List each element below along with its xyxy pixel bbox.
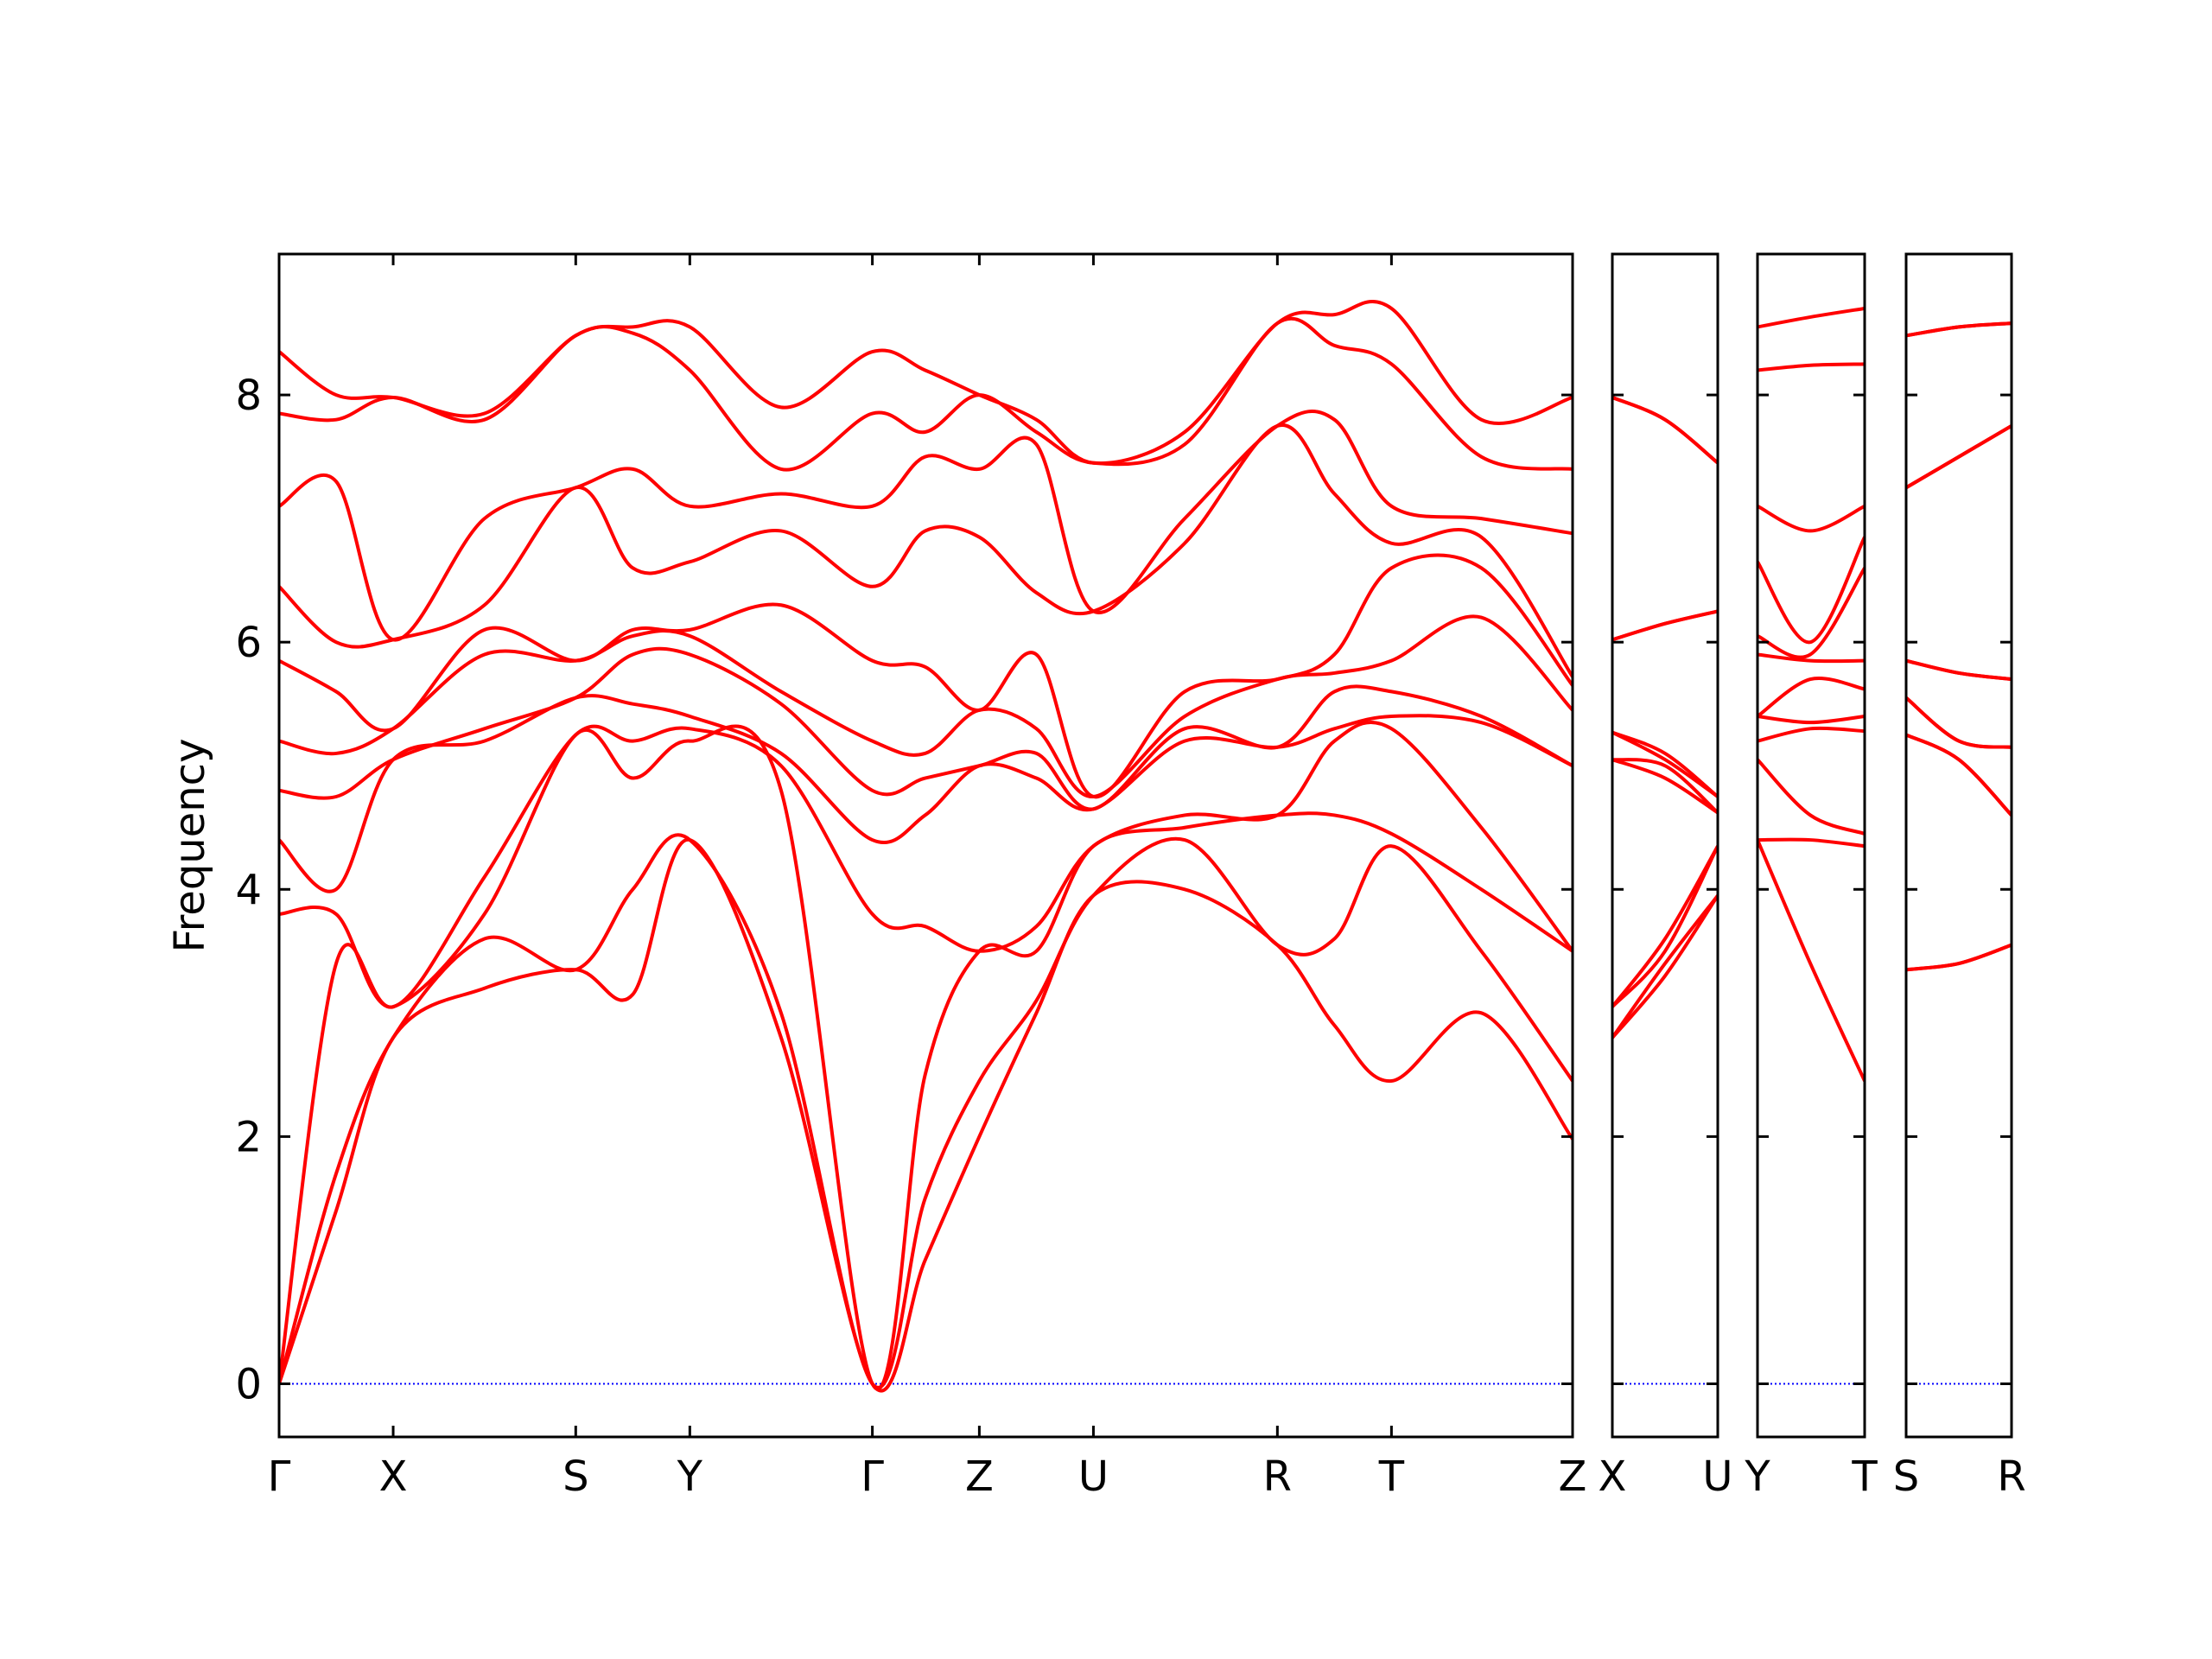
band-line — [279, 423, 1573, 678]
band-line — [1758, 362, 1865, 372]
x-tick-label: Y — [677, 1452, 703, 1501]
x-tick-label: Z — [1559, 1452, 1587, 1501]
x-tick-label: Γ — [268, 1452, 291, 1501]
band-line — [279, 833, 1573, 1389]
band-line — [1612, 758, 1718, 815]
x-tick-label: T — [1378, 1452, 1405, 1501]
plot-area — [1906, 321, 2012, 972]
band-line — [279, 316, 1573, 472]
band-line — [279, 410, 1573, 642]
x-tick-label: Γ — [861, 1452, 884, 1501]
band-line — [1906, 424, 2012, 490]
band-line — [1758, 652, 1865, 664]
x-tick-label: R — [1263, 1452, 1292, 1501]
x-tick-label: Z — [965, 1452, 994, 1501]
band-line — [1612, 894, 1718, 1039]
x-tick-label: S — [1893, 1452, 1919, 1501]
band-line — [1758, 839, 1865, 1082]
band-line — [279, 300, 1573, 466]
band-line — [279, 646, 1573, 811]
band-line — [1758, 837, 1865, 849]
band-line — [1612, 396, 1718, 465]
band-line — [1612, 730, 1718, 798]
band-line — [1906, 321, 2012, 338]
band-line — [279, 838, 1573, 1393]
band-line — [1612, 609, 1718, 642]
x-tick-label: U — [1702, 1452, 1732, 1501]
x-tick-label: X — [1599, 1452, 1627, 1501]
band-line — [1906, 943, 2012, 972]
band-line — [1758, 726, 1865, 743]
x-tick-label: R — [1997, 1452, 2025, 1501]
band-line — [279, 720, 1573, 1009]
plot-area — [1758, 306, 1865, 1082]
band-line — [1906, 733, 2012, 817]
plot-area — [279, 300, 1573, 1393]
y-axis-label: Frequency — [166, 739, 214, 953]
band-line — [279, 694, 1573, 893]
band-line — [1612, 894, 1718, 1039]
band-line — [1758, 715, 1865, 725]
band-line — [279, 724, 1573, 1391]
band-line — [1906, 943, 2012, 972]
band-line — [1758, 536, 1865, 645]
y-tick-label: 0 — [235, 1360, 262, 1408]
y-tick-label: 4 — [235, 866, 262, 914]
x-tick-label: X — [379, 1452, 408, 1501]
plot-area — [1612, 396, 1718, 1039]
plot-frame — [1756, 252, 1866, 1439]
band-line — [1758, 677, 1865, 718]
plot-frame — [1904, 252, 2013, 1439]
band-line — [1612, 396, 1718, 465]
y-tick-label: 2 — [235, 1113, 262, 1161]
band-line — [1612, 845, 1718, 1008]
band-line — [1906, 658, 2012, 682]
band-line — [1758, 505, 1865, 533]
band-line — [1612, 758, 1718, 815]
x-tick-label: T — [1851, 1452, 1878, 1501]
x-tick-label: Y — [1744, 1452, 1770, 1501]
y-tick-label: 8 — [235, 372, 262, 420]
band-line — [1612, 845, 1718, 1008]
band-line — [1758, 758, 1865, 836]
plot-frame — [277, 252, 1574, 1439]
band-line — [1758, 567, 1865, 659]
x-tick-label: S — [563, 1452, 588, 1501]
band-line — [1758, 306, 1865, 329]
y-tick-label: 6 — [235, 619, 262, 667]
plot-frame — [1611, 252, 1719, 1439]
band-line — [279, 553, 1573, 799]
x-tick-label: U — [1078, 1452, 1109, 1501]
band-line — [279, 614, 1573, 798]
band-line — [1906, 696, 2012, 749]
